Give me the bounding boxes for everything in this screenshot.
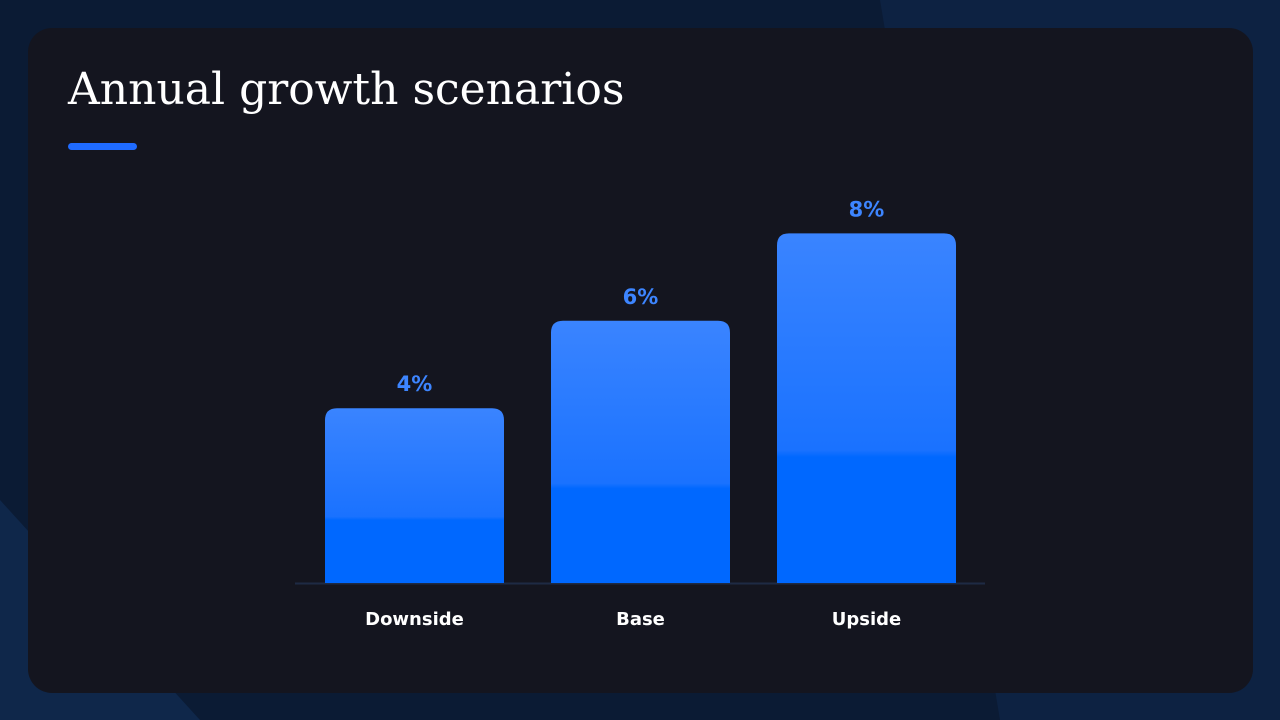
bar-downside [325,408,504,583]
title-accent-bar [68,143,137,150]
value-label-downside: 4% [397,372,433,396]
category-label-base: Base [616,609,665,630]
bar-chart: 4% Downside 6% Base 8% Upside [295,197,985,630]
value-label-upside: 8% [849,197,885,221]
slide-card: Annual growth scenarios 4% Downside 6% Base… [28,28,1253,693]
bar-upside [777,233,956,583]
value-label-base: 6% [623,285,659,309]
bar-base [551,320,730,583]
category-label-downside: Downside [365,609,464,630]
slide-title: Annual growth scenarios [68,64,625,115]
category-label-upside: Upside [832,609,901,630]
